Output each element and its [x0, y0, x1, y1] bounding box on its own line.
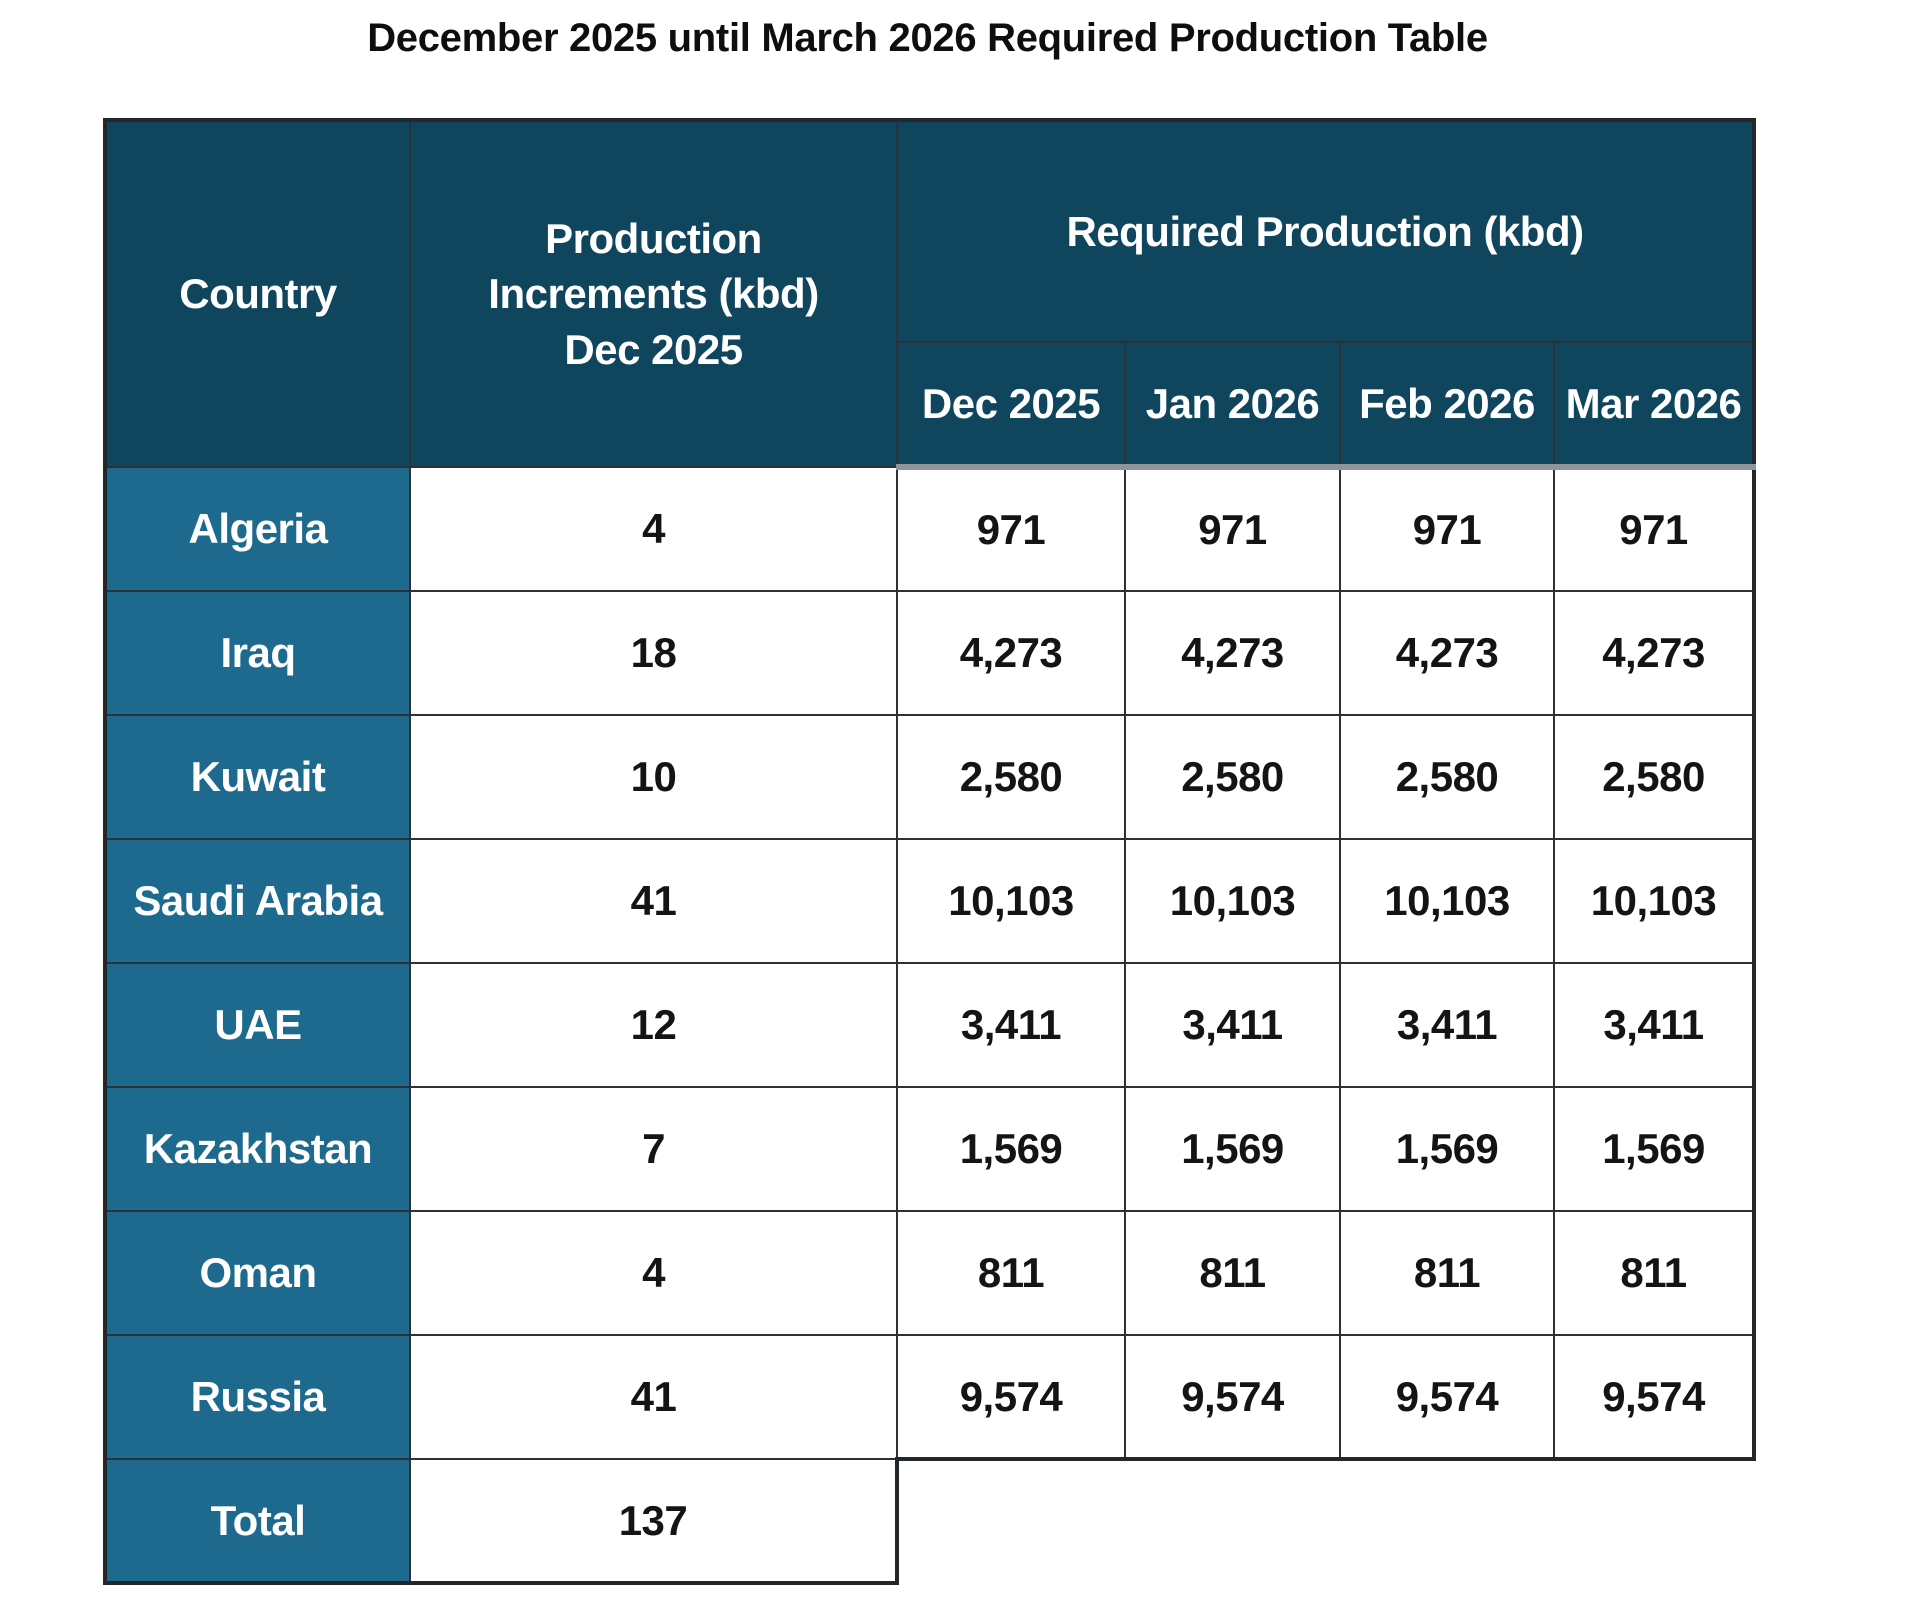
row-label: Kazakhstan — [103, 1086, 411, 1212]
value-cell: 971 — [1339, 466, 1555, 592]
header-row-2: Dec 2025 Jan 2026 Feb 2026 Mar 2026 — [105, 341, 1757, 470]
value-cell: 9,574 — [1339, 1334, 1555, 1461]
increment-cell: 18 — [409, 590, 898, 716]
value-cell: 10,103 — [1339, 838, 1555, 964]
row-label: Oman — [103, 1210, 411, 1336]
value-cell: 3,411 — [896, 962, 1126, 1088]
increment-cell: 7 — [409, 1086, 898, 1212]
table-row-russia: Russia 41 9,574 9,574 9,574 9,574 — [103, 1334, 1757, 1461]
increment-cell: 4 — [409, 466, 898, 592]
value-cell: 2,580 — [1339, 714, 1555, 840]
column-header-feb-2026: Feb 2026 — [1339, 341, 1555, 470]
value-cell: 2,580 — [1124, 714, 1341, 840]
value-cell: 971 — [1124, 466, 1341, 592]
total-row-label: Total — [103, 1458, 411, 1585]
table-row-total: Total 137 — [103, 1458, 1754, 1585]
value-cell: 1,569 — [1339, 1086, 1555, 1212]
value-cell: 10,103 — [1552, 838, 1757, 964]
table-body: Algeria 4 971 971 971 971 Iraq 18 4,273 … — [103, 466, 1757, 1585]
value-cell: 3,411 — [1552, 962, 1757, 1088]
table-row-uae: UAE 12 3,411 3,411 3,411 3,411 — [103, 962, 1757, 1088]
row-label: UAE — [103, 962, 411, 1088]
increment-cell: 41 — [409, 1334, 898, 1460]
value-cell: 1,569 — [1552, 1086, 1757, 1212]
column-header-production-increments: Production Increments (kbd) Dec 2025 — [409, 118, 898, 468]
value-cell: 4,273 — [1552, 590, 1757, 716]
column-header-mar-2026: Mar 2026 — [1552, 341, 1757, 470]
required-production-table: Country Production Increments (kbd) Dec … — [103, 118, 1757, 1585]
value-cell: 10,103 — [1124, 838, 1341, 964]
value-cell: 4,273 — [1339, 590, 1555, 716]
table-row-kazakhstan: Kazakhstan 7 1,569 1,569 1,569 1,569 — [103, 1086, 1757, 1212]
column-group-header-required-production: Required Production (kbd) — [895, 118, 1757, 343]
value-cell: 3,411 — [1124, 962, 1341, 1088]
value-cell: 811 — [896, 1210, 1126, 1336]
total-increment-cell: 137 — [409, 1458, 899, 1585]
column-header-country: Country — [103, 118, 411, 468]
value-cell: 1,569 — [1124, 1086, 1341, 1212]
value-cell: 811 — [1552, 1210, 1757, 1336]
table-row-iraq: Iraq 18 4,273 4,273 4,273 4,273 — [103, 590, 1757, 716]
table-header: Country Production Increments (kbd) Dec … — [103, 118, 1757, 470]
column-header-jan-2026: Jan 2026 — [1124, 341, 1341, 470]
value-cell: 2,580 — [896, 714, 1126, 840]
value-cell: 971 — [1552, 466, 1757, 592]
empty-region — [897, 1459, 1754, 1583]
value-cell: 10,103 — [896, 838, 1126, 964]
table-row-saudi-arabia: Saudi Arabia 41 10,103 10,103 10,103 10,… — [103, 838, 1757, 964]
increments-header-line-1: Production — [545, 214, 762, 262]
header-row-1: Country Production Increments (kbd) Dec … — [103, 118, 1757, 468]
value-cell: 811 — [1124, 1210, 1341, 1336]
table-row-oman: Oman 4 811 811 811 811 — [103, 1210, 1757, 1336]
value-cell: 1,569 — [896, 1086, 1126, 1212]
increment-cell: 41 — [409, 838, 898, 964]
row-label: Russia — [103, 1334, 411, 1460]
column-header-dec-2025: Dec 2025 — [896, 341, 1126, 470]
page-title: December 2025 until March 2026 Required … — [367, 16, 1488, 60]
increment-cell: 10 — [409, 714, 898, 840]
increment-cell: 4 — [409, 1210, 898, 1336]
value-cell: 4,273 — [896, 590, 1126, 716]
value-cell: 9,574 — [1124, 1334, 1341, 1461]
value-cell: 4,273 — [1124, 590, 1341, 716]
increment-cell: 12 — [409, 962, 898, 1088]
value-cell: 9,574 — [896, 1334, 1126, 1461]
value-cell: 971 — [896, 466, 1126, 592]
increments-header-line-2: Increments (kbd) — [488, 270, 819, 318]
increments-header-line-3: Dec 2025 — [564, 325, 743, 373]
table-row-kuwait: Kuwait 10 2,580 2,580 2,580 2,580 — [103, 714, 1757, 840]
table-row-algeria: Algeria 4 971 971 971 971 — [103, 466, 1757, 592]
value-cell: 2,580 — [1552, 714, 1757, 840]
value-cell: 811 — [1339, 1210, 1555, 1336]
row-label: Kuwait — [103, 714, 411, 840]
row-label: Saudi Arabia — [103, 838, 411, 964]
value-cell: 9,574 — [1552, 1334, 1757, 1461]
row-label: Algeria — [103, 466, 411, 592]
row-label: Iraq — [103, 590, 411, 716]
value-cell: 3,411 — [1339, 962, 1555, 1088]
